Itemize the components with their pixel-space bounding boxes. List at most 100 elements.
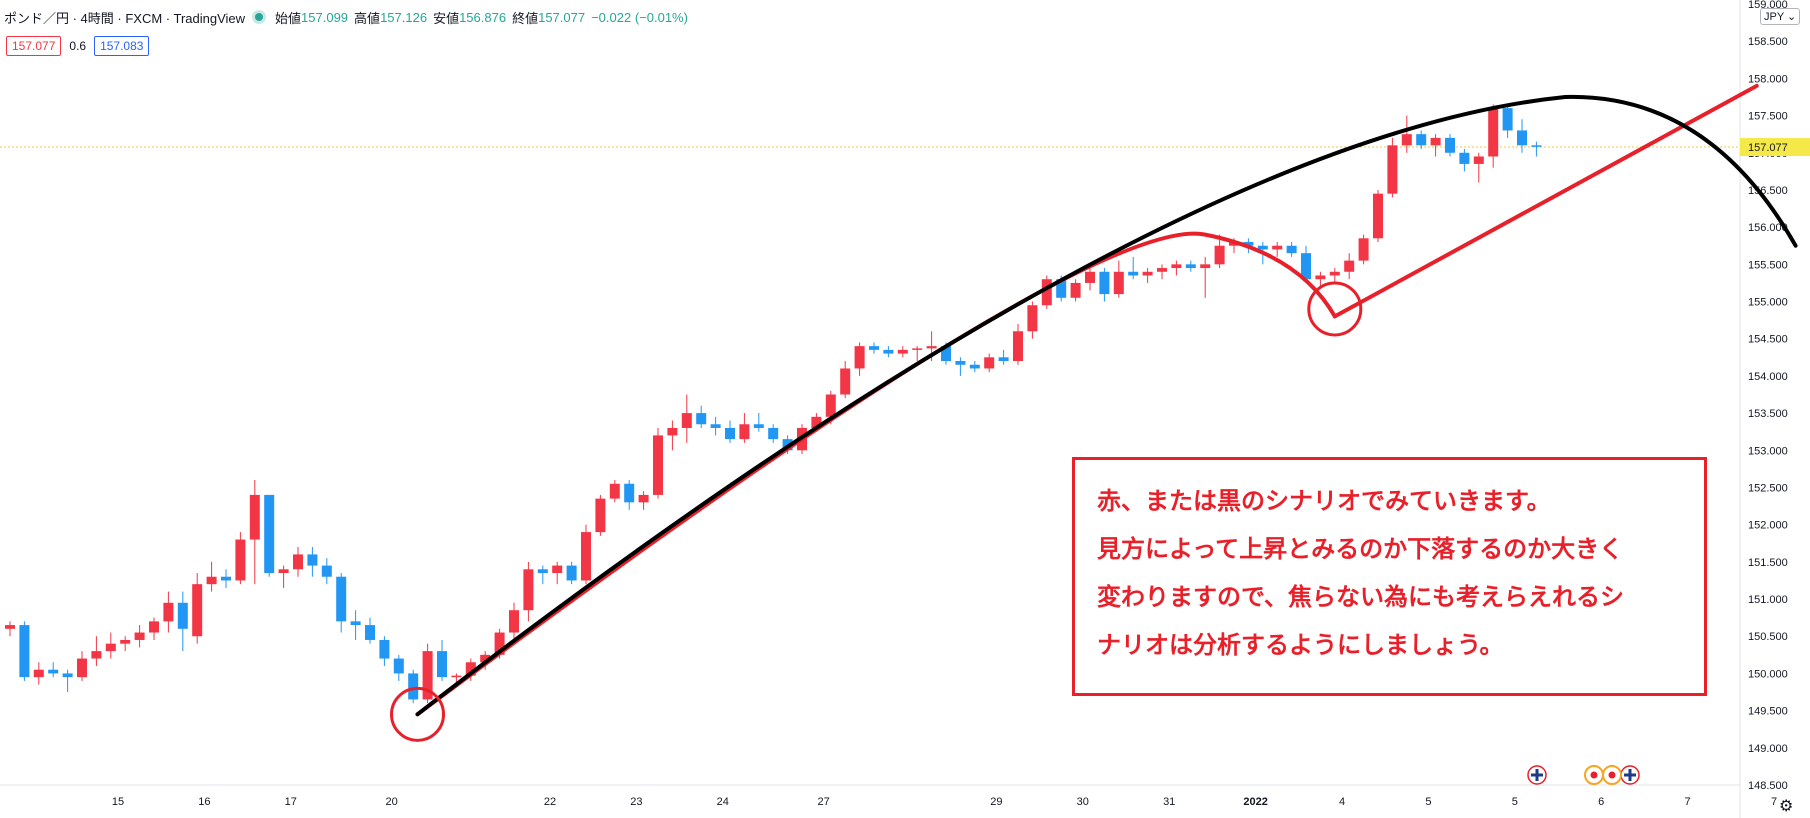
low-value: 156.876 bbox=[459, 9, 507, 25]
candle-body bbox=[1473, 156, 1484, 164]
candle-body bbox=[177, 602, 188, 629]
y-tick-label: 151.000 bbox=[1748, 594, 1788, 606]
y-tick-label: 149.500 bbox=[1748, 706, 1788, 718]
candle-body bbox=[1041, 279, 1052, 306]
candle-body bbox=[955, 361, 966, 365]
candle-body bbox=[969, 364, 980, 369]
candle-body bbox=[1070, 282, 1081, 298]
annotation-box: 赤、または黒のシナリオでみていきます。 見方によって上昇とみるのか下落するのか大… bbox=[1072, 457, 1707, 696]
candle-body bbox=[1056, 279, 1067, 298]
annotation-line: 見方によって上昇とみるのか下落するのか大きく bbox=[1097, 536, 1624, 563]
candle-body bbox=[624, 483, 635, 503]
candle-body bbox=[206, 576, 217, 585]
sell-price-button[interactable]: 157.077 bbox=[6, 36, 62, 56]
y-tick-label: 153.000 bbox=[1748, 445, 1788, 457]
y-tick-label: 150.500 bbox=[1748, 631, 1788, 643]
candle-body bbox=[48, 669, 59, 674]
candle-body bbox=[926, 346, 937, 349]
candle-body bbox=[566, 565, 577, 581]
candle-body bbox=[825, 394, 836, 417]
y-tick-label: 149.000 bbox=[1748, 743, 1788, 755]
x-tick-label: 22 bbox=[544, 796, 556, 808]
candle-body bbox=[537, 569, 548, 574]
market-status-icon bbox=[255, 13, 264, 21]
candle-body bbox=[1387, 145, 1398, 194]
y-tick-label: 155.000 bbox=[1748, 297, 1788, 309]
candle-body bbox=[1301, 253, 1311, 280]
candle-body bbox=[609, 483, 620, 499]
candle-body bbox=[941, 346, 951, 362]
open-value: 157.099 bbox=[301, 9, 349, 25]
y-tick-label: 156.000 bbox=[1748, 222, 1788, 234]
candle-body bbox=[523, 569, 534, 611]
y-tick-label: 155.500 bbox=[1748, 259, 1788, 271]
jp-flag-dot bbox=[1608, 771, 1616, 779]
candle-body bbox=[912, 348, 923, 350]
candle-body bbox=[1488, 108, 1499, 157]
candle-body bbox=[739, 424, 750, 440]
candle-body bbox=[437, 651, 447, 678]
jp-flag-dot bbox=[1590, 771, 1598, 779]
x-tick-label: 27 bbox=[817, 796, 829, 808]
candle-body bbox=[768, 427, 779, 440]
candle-body bbox=[307, 554, 318, 566]
candle-body bbox=[1214, 245, 1225, 265]
candle-body bbox=[897, 349, 908, 354]
low-circle-marker bbox=[390, 686, 446, 742]
candle-body bbox=[1142, 271, 1153, 276]
candle-body bbox=[1272, 245, 1283, 250]
candle-body bbox=[1200, 264, 1211, 269]
candle-body bbox=[192, 584, 203, 637]
candle-body bbox=[494, 632, 505, 655]
x-tick-label: 5 bbox=[1512, 796, 1518, 808]
candle-body bbox=[1459, 152, 1470, 164]
y-tick-label: 154.500 bbox=[1748, 334, 1788, 346]
annotation-line: 赤、または黒のシナリオでみていきます。 bbox=[1097, 488, 1551, 515]
candle-body bbox=[1243, 242, 1254, 246]
chevron-down-icon: ⌄ bbox=[1783, 11, 1797, 23]
y-tick-label: 152.500 bbox=[1748, 482, 1788, 494]
candle-body bbox=[883, 349, 894, 354]
candle-body bbox=[321, 565, 332, 577]
x-tick-label: 16 bbox=[198, 796, 210, 808]
candle-body bbox=[91, 651, 102, 659]
gear-icon[interactable]: ⚙ bbox=[1779, 798, 1794, 815]
candle-body bbox=[1315, 275, 1326, 280]
candle-body bbox=[667, 427, 678, 436]
candle-body bbox=[638, 494, 649, 503]
candle-body bbox=[1286, 245, 1297, 254]
x-tick-label: 20 bbox=[385, 796, 397, 808]
open-label: 始値 bbox=[275, 10, 302, 26]
candle-body bbox=[105, 643, 116, 652]
candle-body bbox=[163, 602, 174, 622]
candle-body bbox=[840, 368, 851, 395]
close-label: 終値 bbox=[512, 10, 539, 26]
candle-body bbox=[753, 424, 764, 428]
candle-body bbox=[1128, 271, 1139, 276]
candle-body bbox=[1329, 271, 1340, 276]
candle-body bbox=[581, 532, 591, 581]
candle-body bbox=[1013, 331, 1023, 362]
buy-price-button[interactable]: 157.083 bbox=[94, 36, 150, 56]
spread-value: 0.6 bbox=[69, 39, 87, 53]
y-tick-label: 158.000 bbox=[1748, 73, 1788, 85]
y-tick-label: 150.000 bbox=[1748, 668, 1788, 680]
high-value: 157.126 bbox=[380, 9, 428, 25]
candle-body bbox=[62, 673, 73, 678]
candle-body bbox=[869, 346, 879, 350]
candle-body bbox=[293, 554, 303, 570]
black-scenario-curve bbox=[415, 94, 1798, 717]
current-price-label: 157.077 bbox=[1748, 142, 1788, 154]
change-value: −0.022 (−0.01%) bbox=[591, 9, 688, 25]
x-tick-label: 31 bbox=[1163, 796, 1175, 808]
candle-body bbox=[552, 565, 563, 574]
candle-body bbox=[1344, 260, 1355, 272]
symbol-title[interactable]: ポンド／円 · 4時間 · FXCM · TradingView bbox=[4, 10, 246, 26]
candle-body bbox=[278, 569, 289, 574]
candle-body bbox=[681, 413, 692, 428]
pullback-circle-marker bbox=[1307, 281, 1363, 337]
chart-legend: ポンド／円 · 4時間 · FXCM · TradingView 始値 157.0… bbox=[0, 6, 688, 28]
currency-select[interactable]: JPY ⌄ bbox=[1760, 8, 1801, 25]
candle-body bbox=[393, 658, 404, 674]
